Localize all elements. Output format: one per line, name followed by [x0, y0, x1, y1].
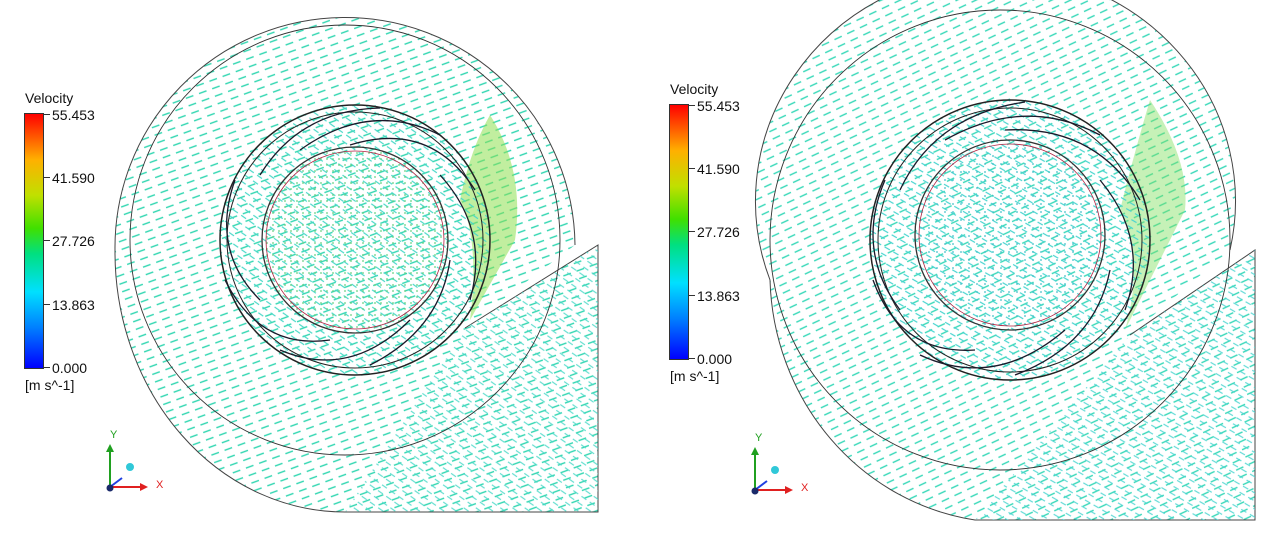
impeller-eye-left	[261, 146, 449, 334]
y-axis-label-right: Y	[755, 432, 763, 444]
legend-title-right: Velocity	[670, 81, 719, 97]
impeller-blades-left	[224, 107, 477, 366]
impeller-blades-right	[872, 101, 1141, 376]
legend-tick-1-left: 13.863	[52, 297, 95, 313]
legend-unit-left: [m s^-1]	[25, 377, 75, 393]
legend-tick-3-right: 41.590	[697, 161, 740, 177]
velocity-panel-left: Y X Velocity 55.453 41.590 27.726 13.863…	[24, 17, 599, 513]
legend-tick-min-right: 0.000	[697, 351, 733, 367]
legend-tick-min-left: 0.000	[52, 360, 88, 376]
legend-tick-max-right: 55.453	[697, 98, 740, 114]
legend-tick-max-left: 55.453	[52, 107, 95, 123]
velocity-field-left	[106, 17, 599, 513]
colorbar-right	[669, 104, 689, 360]
x-axis-label-left: X	[156, 479, 164, 491]
outlet-region-right	[975, 250, 1255, 520]
velocity-panel-right: Y X Velocity 55.453 41.590 27.726 13.863…	[645, 0, 1270, 538]
legend-tick-2-right: 27.726	[697, 224, 740, 240]
legend-tick-3-left: 41.590	[52, 170, 95, 186]
y-axis-label-left: Y	[110, 429, 118, 441]
axis-triad-right	[751, 447, 793, 495]
colorbar-left	[24, 113, 44, 369]
legend-tick-2-left: 27.726	[52, 233, 95, 249]
legend-unit-right: [m s^-1]	[670, 368, 720, 384]
impeller-eye-right	[914, 139, 1106, 331]
legend-title-left: Velocity	[25, 90, 74, 106]
legend-tick-1-right: 13.863	[697, 288, 740, 304]
casing-circle-right	[769, 9, 1231, 471]
x-axis-label-right: X	[801, 482, 809, 494]
axis-triad-left	[106, 444, 148, 492]
casing-circle-left	[129, 24, 561, 456]
velocity-field-right	[751, 0, 1256, 521]
